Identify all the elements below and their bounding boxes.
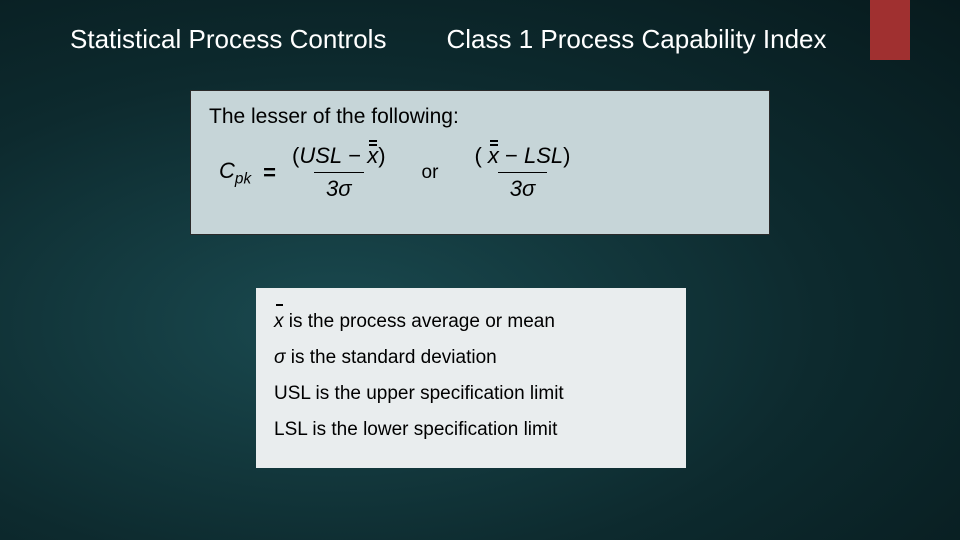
fraction-2: ( x − LSL) 3σ — [468, 143, 576, 203]
fraction-2-numerator: ( x − LSL) — [468, 143, 576, 172]
xbar-symbol: x — [274, 304, 284, 340]
paren-close: ) — [563, 143, 570, 168]
formula-row: Cpk = (USL − x) 3σ or ( x − LSL) 3σ — [209, 143, 751, 203]
legend-row-xbar: x is the process average or mean — [274, 304, 668, 340]
coef-3: 3 — [510, 176, 522, 201]
or-text: or — [422, 162, 439, 184]
legend-row-usl: USL is the upper specification limit — [274, 376, 668, 412]
sigma-symbol: σ — [274, 347, 285, 368]
lsl-symbol: LSL — [524, 143, 563, 168]
legend-text: is the standard deviation — [285, 347, 496, 368]
formula-card: The lesser of the following: Cpk = (USL … — [190, 90, 770, 235]
cpk-base: C — [219, 158, 235, 183]
legend-card: x is the process average or mean σ is th… — [256, 288, 686, 468]
sigma-symbol: σ — [338, 176, 351, 201]
legend-text: is the process average or mean — [284, 311, 555, 332]
header-left: Statistical Process Controls — [0, 24, 386, 55]
paren-open: ( — [474, 143, 487, 168]
minus-sign: − — [342, 143, 367, 168]
sigma-symbol: σ — [522, 176, 535, 201]
xbarbar-symbol: x — [367, 143, 378, 169]
coef-3: 3 — [326, 176, 338, 201]
fraction-2-denominator: 3σ — [498, 172, 548, 202]
paren-close: ) — [378, 143, 385, 168]
usl-symbol: USL — [299, 143, 342, 168]
minus-sign: − — [499, 143, 524, 168]
legend-row-sigma: σ is the standard deviation — [274, 340, 668, 376]
fraction-1-numerator: (USL − x) — [286, 143, 392, 172]
slide-header: Statistical Process Controls Class 1 Pro… — [0, 24, 960, 55]
cpk-symbol: Cpk — [219, 158, 251, 188]
header-right: Class 1 Process Capability Index — [386, 24, 826, 55]
formula-caption: The lesser of the following: — [209, 105, 751, 129]
fraction-1: (USL − x) 3σ — [286, 143, 392, 203]
equals-sign: = — [263, 160, 276, 186]
legend-row-lsl: LSL is the lower specification limit — [274, 412, 668, 448]
xbarbar-symbol: x — [488, 143, 499, 169]
cpk-subscript: pk — [235, 170, 251, 187]
fraction-1-denominator: 3σ — [314, 172, 364, 202]
